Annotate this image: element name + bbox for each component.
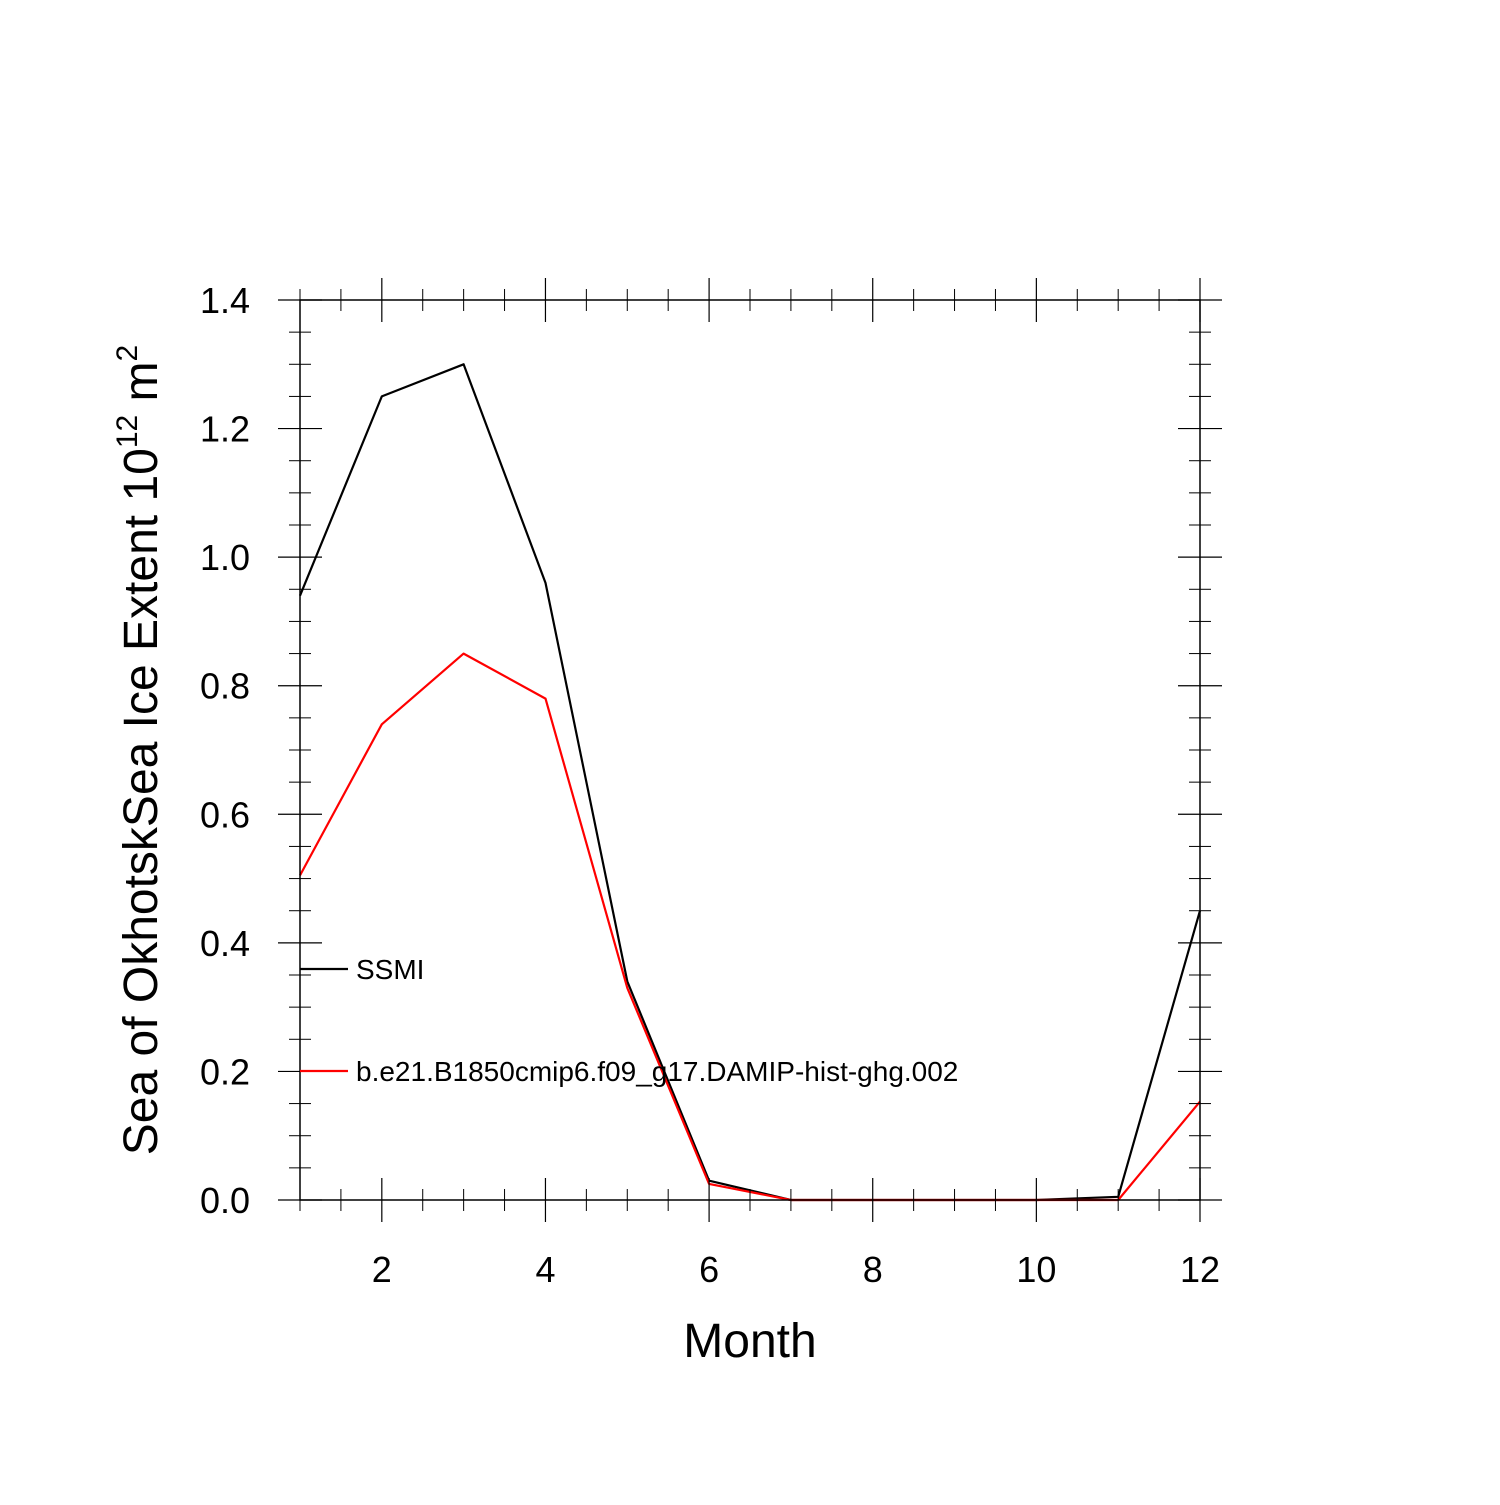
legend: SSMI b.e21.B1850cmip6.f09_g17.DAMIP-hist-… [300, 954, 958, 1087]
x-tick-label: 10 [1016, 1249, 1056, 1290]
legend-label: b.e21.B1850cmip6.f09_g17.DAMIP-hist-ghg.… [356, 1056, 958, 1087]
y-tick-label: 1.0 [200, 537, 250, 578]
y-axis-label: Sea of OkhotskSea Ice Extent 1012 m2 [111, 345, 168, 1155]
legend-label: SSMI [356, 954, 424, 985]
x-tick-label: 12 [1180, 1249, 1220, 1290]
y-axis-label-unit-exponent: 2 [111, 345, 144, 362]
y-tick-label: 0.8 [200, 666, 250, 707]
y-tick-label: 1.2 [200, 409, 250, 450]
y-tick-label: 1.4 [200, 280, 250, 321]
x-tick-label: 8 [863, 1249, 883, 1290]
x-axis-label: Month [683, 1315, 816, 1368]
tick-labels-layer: 2 4 6 8 10 12 0.0 0.2 0.4 0.6 0.8 1.0 1.2 1.4 [200, 280, 1220, 1290]
series-line-model [299, 652, 1201, 1202]
y-axis-label-exponent: 12 [111, 415, 144, 448]
x-tick-label: 4 [535, 1249, 555, 1290]
y-tick-label: 0.4 [200, 923, 250, 964]
x-tick-label: 2 [372, 1249, 392, 1290]
y-tick-label: 0.6 [200, 794, 250, 835]
plot-frame [299, 299, 1201, 1201]
y-axis-label-main: Sea of OkhotskSea Ice Extent 10 [115, 448, 168, 1155]
y-tick-label: 0.0 [200, 1180, 250, 1221]
y-axis-label-unit: m [115, 361, 168, 414]
y-tick-label: 0.2 [200, 1051, 250, 1092]
x-tick-label: 6 [699, 1249, 719, 1290]
